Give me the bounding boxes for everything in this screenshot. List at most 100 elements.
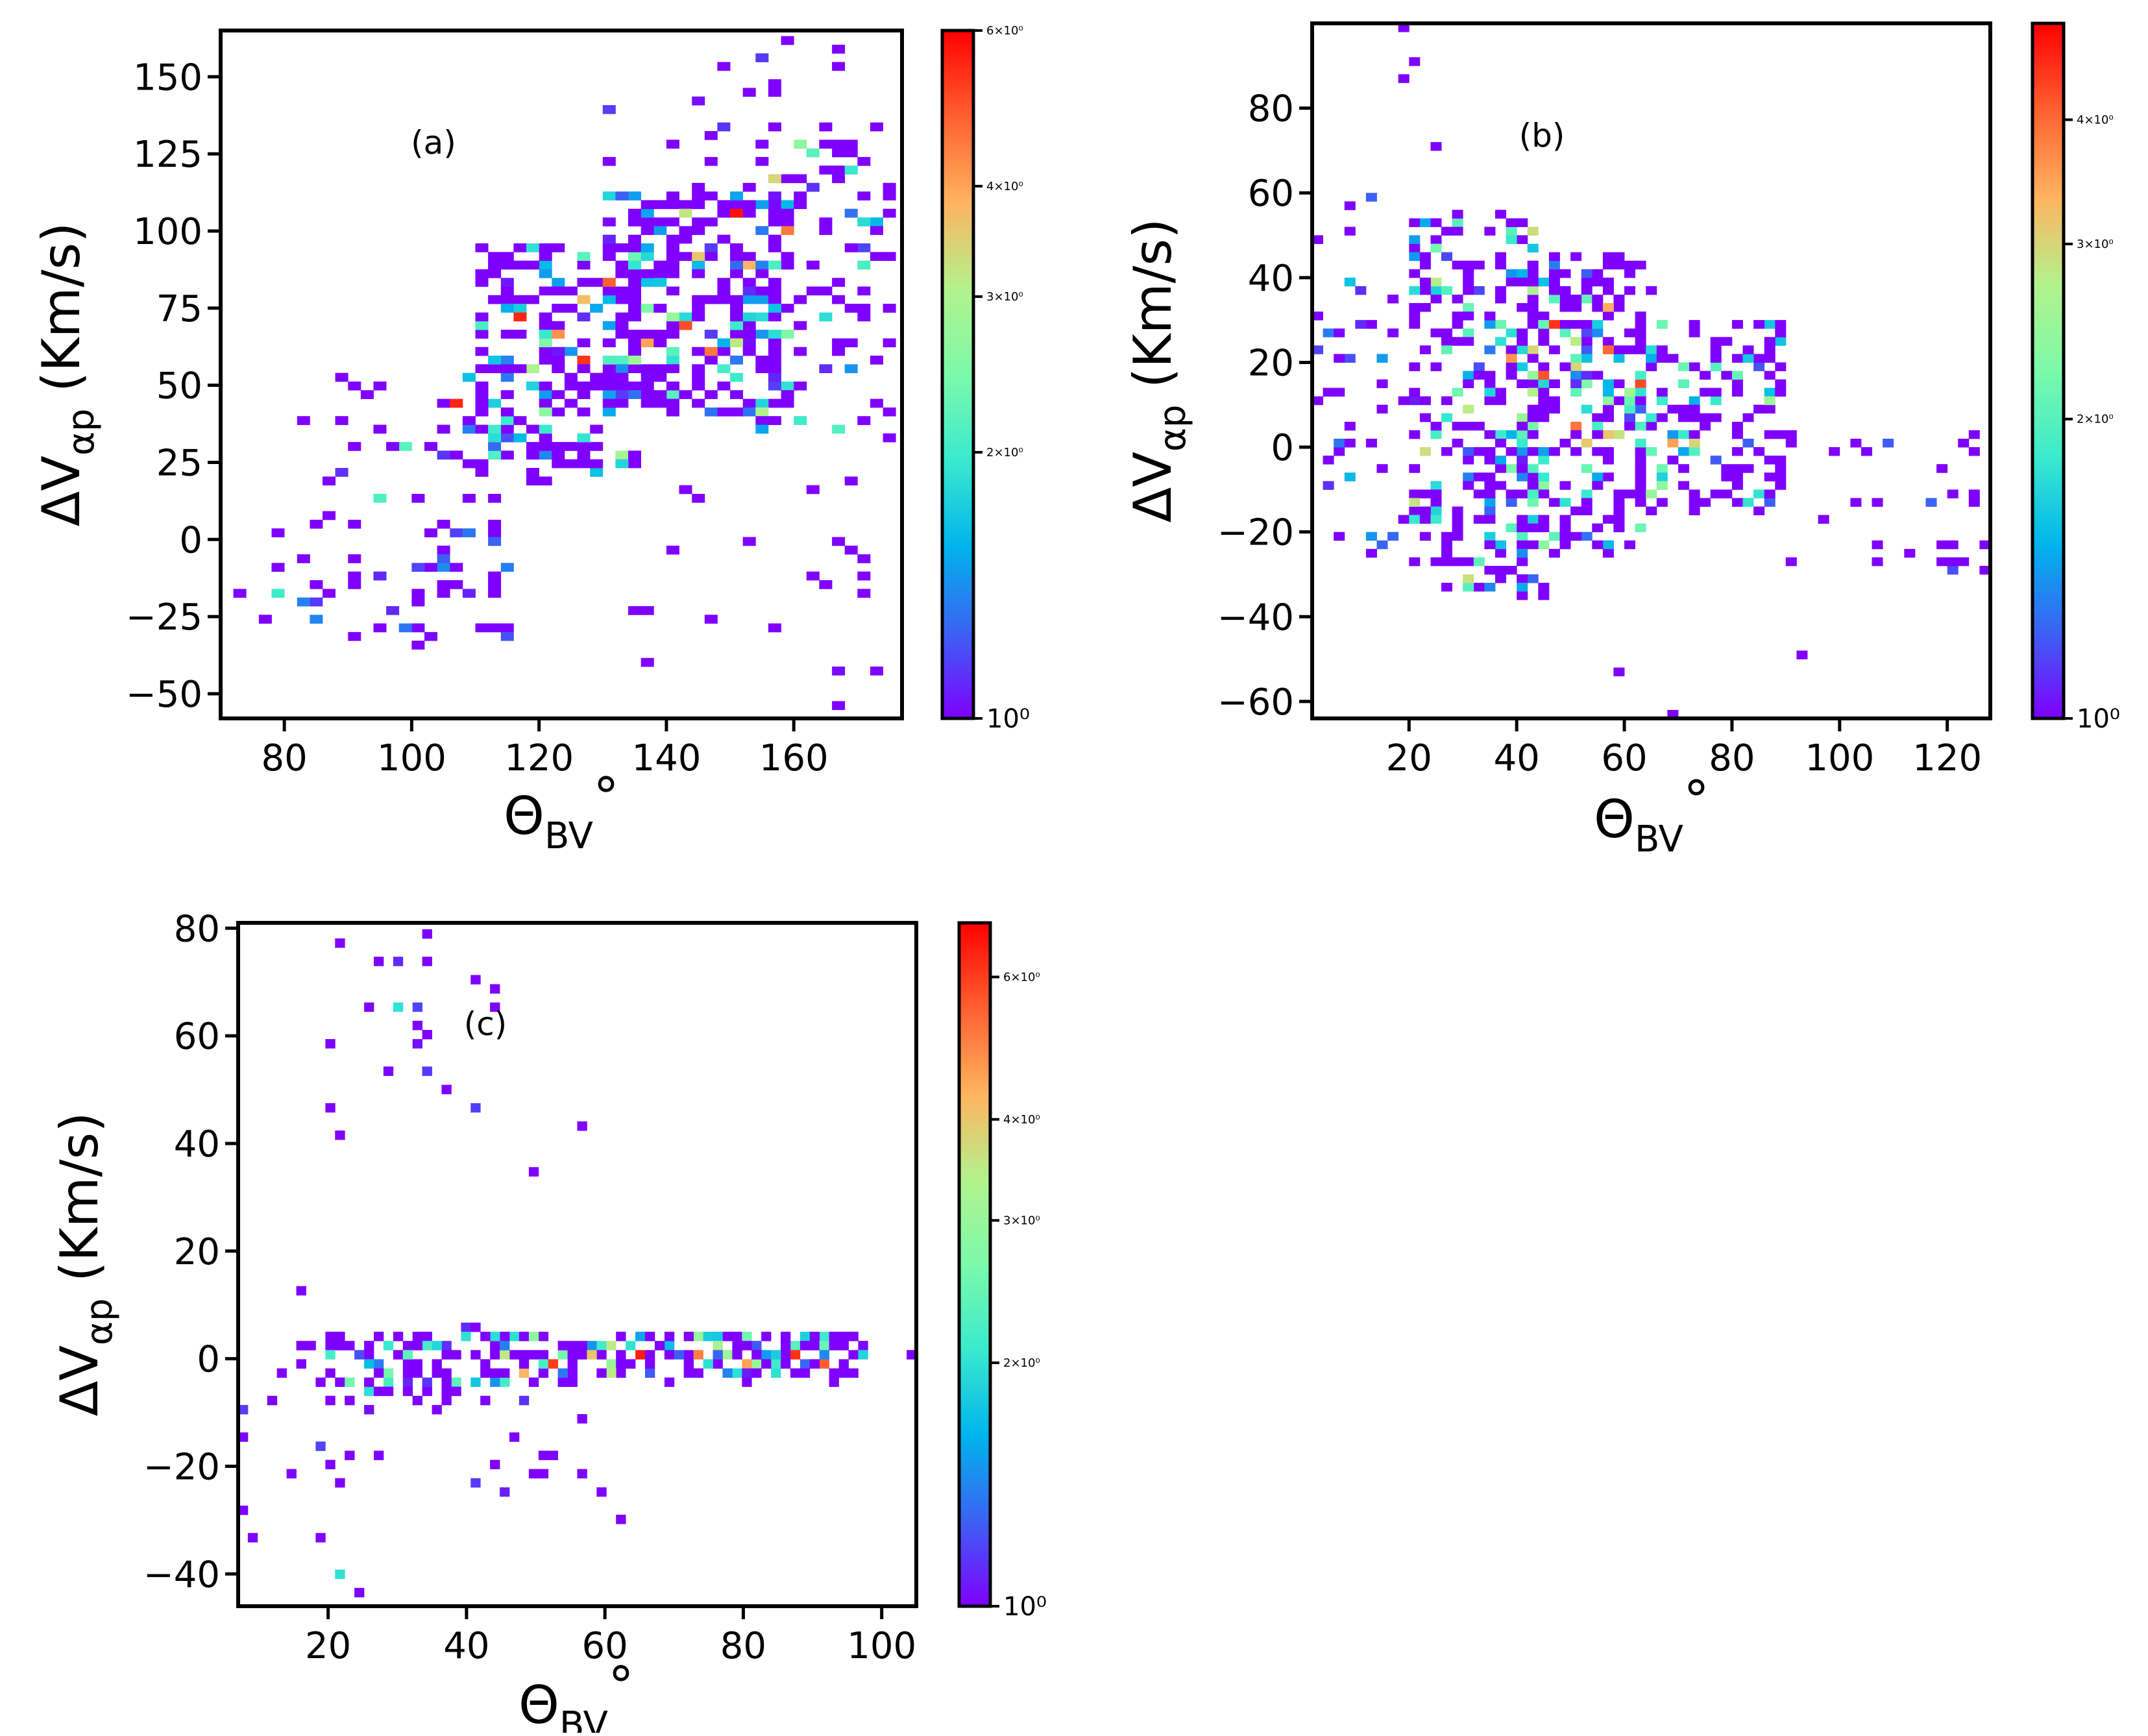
heatmap-cell xyxy=(768,286,781,296)
heatmap-cell xyxy=(1968,447,1980,456)
colorbar-ticks: 10⁰ 2×10⁰ 3×10⁰ 4×10⁰ 6×10⁰ xyxy=(973,24,1030,734)
heatmap-cell xyxy=(1785,430,1797,439)
heatmap-cell xyxy=(755,424,769,434)
heatmap-cell xyxy=(606,1341,616,1351)
heatmap-cell xyxy=(628,364,641,373)
heatmap-cell xyxy=(1538,362,1550,371)
heatmap-cell xyxy=(552,390,565,399)
heatmap-cell xyxy=(666,217,679,226)
heatmap-cell xyxy=(1872,498,1883,507)
heatmap-cell xyxy=(761,1350,772,1360)
heatmap-cell xyxy=(1430,328,1442,337)
heatmap-cell xyxy=(1613,498,1625,507)
heatmap-cells xyxy=(233,36,896,711)
heatmap-cell xyxy=(674,1350,685,1360)
heatmap-cell xyxy=(1581,498,1593,507)
heatmap-cell xyxy=(666,260,679,270)
colorbar-frame xyxy=(940,29,975,720)
heatmap-cell xyxy=(1559,439,1571,448)
heatmap-cell xyxy=(470,1350,481,1360)
y-tick-label: 20 xyxy=(1248,342,1294,384)
heatmap-cell xyxy=(838,1332,849,1341)
heatmap-cells xyxy=(238,929,917,1598)
heatmap-cell xyxy=(490,1341,500,1351)
heatmap-cell xyxy=(424,631,437,641)
heatmap-cell xyxy=(360,390,374,399)
heatmap-cell xyxy=(692,96,705,106)
heatmap-cell xyxy=(1538,379,1550,389)
heatmap-cell xyxy=(373,494,387,503)
heatmap-cell xyxy=(1484,506,1496,515)
heatmap-cell xyxy=(552,330,565,339)
heatmap-cell xyxy=(1419,286,1431,295)
heatmap-cell xyxy=(1473,583,1485,592)
colorbar-tick-label: 10⁰ xyxy=(986,704,1030,734)
heatmap-cell xyxy=(386,442,400,451)
heatmap-cell xyxy=(794,200,807,210)
heatmap-cell xyxy=(348,554,361,563)
heatmap-cell xyxy=(870,666,883,676)
heatmap-cell xyxy=(1312,396,1323,406)
panel-label: (c) xyxy=(464,1005,507,1043)
heatmap-cell xyxy=(526,243,539,252)
heatmap-cell xyxy=(1538,404,1550,414)
heatmap-cell xyxy=(1602,277,1614,287)
heatmap-cell xyxy=(1785,439,1797,448)
heatmap-cell xyxy=(832,295,846,304)
heatmap-cell xyxy=(1430,489,1442,498)
heatmap-cell xyxy=(1312,345,1323,354)
heatmap-cell xyxy=(393,957,404,966)
heatmap-cell xyxy=(488,442,502,451)
heatmap-cell xyxy=(1484,430,1496,439)
heatmap-cell xyxy=(1678,481,1689,490)
heatmap-cell xyxy=(602,243,616,252)
heatmap-cell xyxy=(475,623,489,633)
heatmap-cell xyxy=(641,364,654,373)
heatmap-cell xyxy=(730,295,743,304)
heatmap-cell xyxy=(1968,489,1980,498)
heatmap-cell xyxy=(730,356,743,365)
heatmap-cell xyxy=(1710,345,1722,354)
heatmap-cell xyxy=(1538,328,1550,337)
heatmap-cell xyxy=(1495,295,1506,304)
heatmap-cell xyxy=(1419,396,1431,406)
heatmap-cell xyxy=(1517,591,1528,600)
heatmap-cell xyxy=(590,304,604,313)
heatmap-cell xyxy=(653,200,667,210)
heatmap-cell xyxy=(488,494,502,503)
heatmap-cell xyxy=(509,1332,520,1341)
heatmap-cell xyxy=(402,1350,413,1360)
heatmap-cell xyxy=(602,217,616,226)
heatmap-cell xyxy=(1559,320,1571,329)
heatmap-cell xyxy=(564,304,578,313)
colorbar-gradient xyxy=(942,31,973,718)
heatmap-cell xyxy=(1517,523,1528,533)
heatmap-cell xyxy=(1689,328,1700,337)
heatmap-cell xyxy=(666,545,679,555)
heatmap-cell xyxy=(488,424,502,434)
heatmap-cell xyxy=(1527,421,1539,431)
heatmap-cell xyxy=(1602,387,1614,397)
heatmap-cell xyxy=(587,1350,597,1360)
heatmap-cell xyxy=(1613,430,1625,439)
colorbar-tick-label: 4×10⁰ xyxy=(2077,113,2114,127)
x-tick-label: 40 xyxy=(1494,737,1540,779)
heatmap-cell xyxy=(552,450,565,460)
y-tick-label: −40 xyxy=(143,1554,220,1596)
heatmap-cell xyxy=(628,390,641,399)
heatmap-cell xyxy=(577,1350,587,1360)
heatmap-cell xyxy=(1344,354,1356,363)
y-axis: −40 −20 0 20 40 60 80 xyxy=(143,908,238,1596)
heatmap-cell xyxy=(587,1341,597,1351)
heatmap-cell xyxy=(1764,387,1776,397)
heatmap-cell xyxy=(857,156,871,166)
heatmap-cell xyxy=(742,1332,752,1341)
heatmap-cell xyxy=(1506,218,1517,227)
heatmap-cell xyxy=(1656,396,1668,406)
heatmap-cell xyxy=(238,1506,249,1515)
x-tick-label: 160 xyxy=(759,737,829,779)
heatmap-cell xyxy=(641,243,654,252)
heatmap-cell xyxy=(437,589,450,598)
heatmap-cell xyxy=(832,666,846,676)
heatmap-cell xyxy=(1883,439,1894,448)
